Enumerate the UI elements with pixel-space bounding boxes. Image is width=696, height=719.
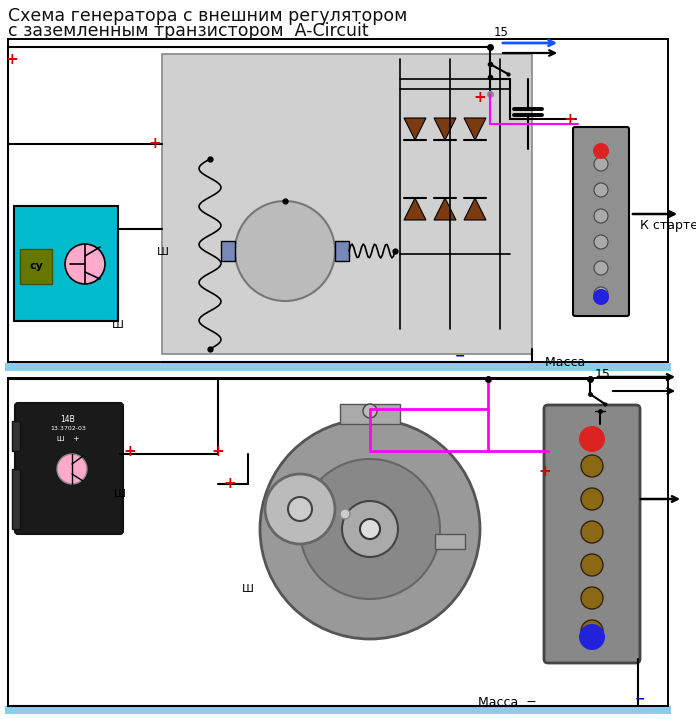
Circle shape <box>260 419 480 639</box>
Polygon shape <box>434 118 456 140</box>
Bar <box>5 706 671 714</box>
Bar <box>12 469 20 529</box>
Text: Ш    +: Ш + <box>57 436 79 442</box>
Circle shape <box>594 235 608 249</box>
Circle shape <box>363 404 377 418</box>
Circle shape <box>581 620 603 642</box>
Text: +: + <box>149 137 161 152</box>
Bar <box>14 206 118 321</box>
Text: 15: 15 <box>595 369 611 382</box>
Circle shape <box>594 209 608 223</box>
Text: +: + <box>539 464 551 479</box>
Text: +: + <box>124 444 136 459</box>
Text: 13.3702-03: 13.3702-03 <box>50 426 86 431</box>
Text: 14В: 14В <box>61 414 75 423</box>
Text: Ш: Ш <box>157 247 169 257</box>
Text: су: су <box>29 261 43 271</box>
Bar <box>435 534 465 549</box>
Bar <box>335 241 349 261</box>
FancyBboxPatch shape <box>573 127 629 316</box>
Circle shape <box>579 426 605 452</box>
Circle shape <box>342 501 398 557</box>
Text: −: − <box>454 349 465 362</box>
Bar <box>20 249 52 284</box>
Circle shape <box>265 474 335 544</box>
Text: +: + <box>212 444 224 459</box>
Circle shape <box>235 201 335 301</box>
Circle shape <box>594 261 608 275</box>
Circle shape <box>288 497 312 521</box>
Circle shape <box>360 519 380 539</box>
Circle shape <box>594 183 608 197</box>
FancyBboxPatch shape <box>15 403 123 534</box>
Circle shape <box>581 521 603 543</box>
Text: +: + <box>223 477 237 492</box>
Circle shape <box>593 143 609 159</box>
Circle shape <box>594 287 608 301</box>
Bar <box>12 421 20 451</box>
Circle shape <box>581 488 603 510</box>
Text: Ш: Ш <box>242 584 254 594</box>
Text: +: + <box>473 91 487 106</box>
Bar <box>5 363 671 371</box>
Circle shape <box>581 554 603 576</box>
Text: Ш: Ш <box>114 489 126 499</box>
Polygon shape <box>404 118 426 140</box>
Bar <box>8 39 668 362</box>
Bar <box>340 404 400 424</box>
Polygon shape <box>464 118 486 140</box>
Circle shape <box>594 157 608 171</box>
Circle shape <box>593 289 609 305</box>
Text: 15: 15 <box>494 26 509 39</box>
Text: −: − <box>635 692 645 705</box>
Circle shape <box>579 624 605 650</box>
Text: +: + <box>6 52 18 66</box>
Text: Ш: Ш <box>112 320 124 330</box>
Bar <box>8 378 668 706</box>
FancyBboxPatch shape <box>544 405 640 663</box>
Circle shape <box>581 455 603 477</box>
Polygon shape <box>464 198 486 220</box>
Bar <box>221 241 235 261</box>
Circle shape <box>57 454 87 484</box>
Polygon shape <box>404 198 426 220</box>
Circle shape <box>581 587 603 609</box>
Text: с заземленным транзистором  A-Circuit: с заземленным транзистором A-Circuit <box>8 22 369 40</box>
Polygon shape <box>434 198 456 220</box>
Text: Масса  −: Масса − <box>545 357 603 370</box>
Text: Схема генератора с внешним регулятором: Схема генератора с внешним регулятором <box>8 7 407 25</box>
Text: +: + <box>564 111 576 127</box>
Circle shape <box>340 509 350 519</box>
Circle shape <box>300 459 440 599</box>
Circle shape <box>65 244 105 284</box>
Bar <box>162 54 532 354</box>
Text: Масса  −: Масса − <box>478 695 537 708</box>
Text: К стартеру: К стартеру <box>640 219 696 232</box>
